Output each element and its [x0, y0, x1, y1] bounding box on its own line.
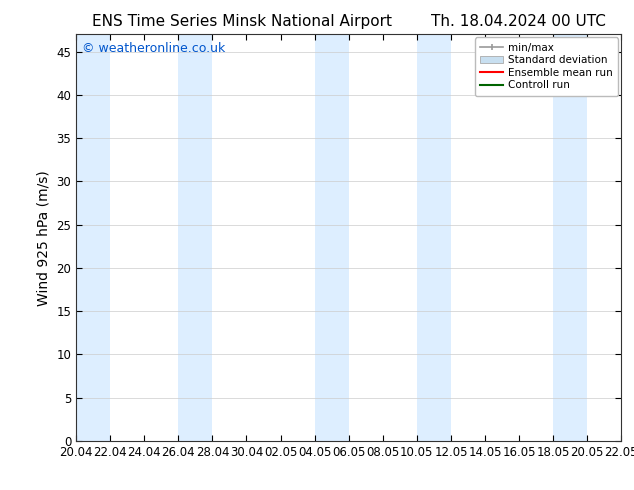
- Bar: [417, 34, 451, 441]
- Y-axis label: Wind 925 hPa (m/s): Wind 925 hPa (m/s): [37, 170, 51, 306]
- Text: © weatheronline.co.uk: © weatheronline.co.uk: [82, 43, 225, 55]
- Legend: min/max, Standard deviation, Ensemble mean run, Controll run: min/max, Standard deviation, Ensemble me…: [475, 37, 618, 96]
- Bar: [178, 34, 212, 441]
- Bar: [76, 34, 110, 441]
- Bar: [553, 34, 587, 441]
- Bar: [314, 34, 349, 441]
- Title: ENS Time Series Minsk National Airport        Th. 18.04.2024 00 UTC: ENS Time Series Minsk National Airport T…: [92, 14, 605, 29]
